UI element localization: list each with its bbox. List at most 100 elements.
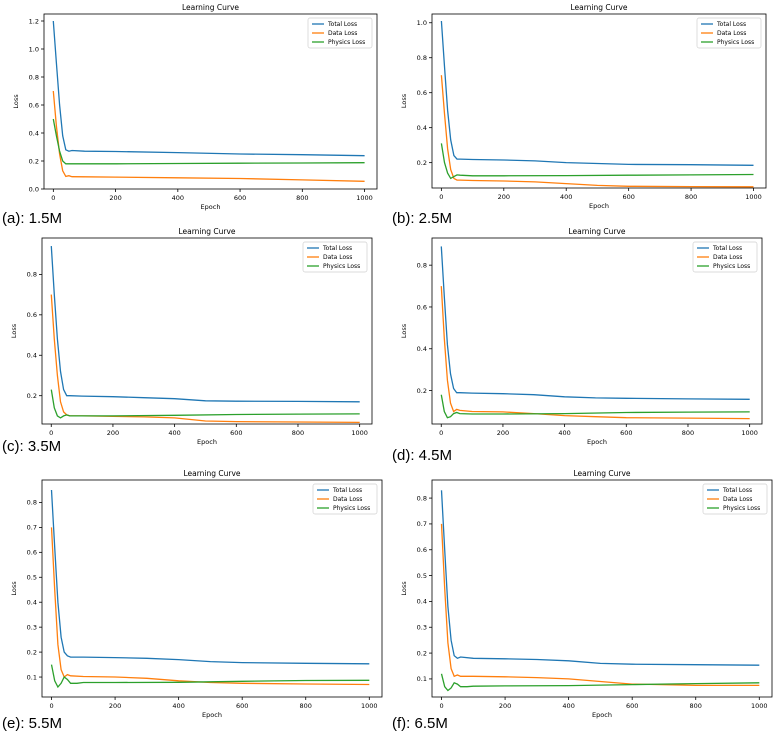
y-tick-label: 0.8 (417, 261, 427, 269)
series-line-physics-loss (50, 664, 370, 689)
x-tick-label: 800 (292, 429, 304, 437)
x-tick-label: 0 (439, 193, 443, 201)
series-line-total-loss (50, 489, 370, 665)
series-line-data-loss (440, 523, 760, 687)
series-line-physics-loss (440, 673, 760, 692)
series-line-total-loss (440, 246, 750, 400)
x-tick-label: 1000 (351, 429, 368, 437)
y-tick-label: 0.8 (27, 499, 37, 507)
x-tick-label: 200 (109, 702, 121, 710)
x-tick-label: 1000 (361, 702, 378, 710)
chart-panel-4: Learning Curve 0 200 400 600 800 1000 0.2 0.4 0.6… (392, 227, 775, 464)
chart-panel-6: Learning Curve 0 200 400 600 800 1000 0.1 0.2 0.3… (392, 462, 775, 736)
series-line-physics-loss (50, 389, 360, 419)
plot-frame (41, 237, 373, 425)
legend-label-total-loss: Total Loss (327, 21, 357, 28)
series-line-total-loss (50, 246, 360, 403)
chart-title: Learning Curve (568, 227, 625, 236)
x-tick-label: 0 (439, 702, 443, 710)
x-tick-label: 400 (168, 429, 180, 437)
legend-box (692, 241, 758, 273)
plot-frame (41, 479, 383, 698)
y-tick-label: 0.2 (417, 159, 427, 167)
legend-label-physics-loss: Physics Loss (323, 263, 360, 270)
y-tick-label: 0.2 (29, 157, 39, 165)
legend-box (307, 17, 373, 49)
x-tick-label: 200 (109, 194, 121, 202)
chart-panel-3: Learning Curve 0 200 400 600 800 1000 0.2 0.4 0.6… (2, 227, 380, 462)
y-tick-label: 0.0 (29, 185, 39, 193)
y-tick-label: 0.4 (27, 599, 37, 607)
legend-box (312, 483, 378, 515)
y-tick-label: 0.6 (417, 89, 427, 97)
chart-svg: Learning Curve 0 200 400 600 800 1000 0.2 0.4 0.6… (400, 3, 767, 210)
x-axis-label: Epoch (592, 711, 612, 719)
x-tick-label: 400 (562, 702, 574, 710)
series-line-physics-loss (440, 143, 754, 180)
x-tick-label: 400 (560, 193, 572, 201)
y-tick-label: 0.6 (29, 101, 39, 109)
y-tick-label: 0.7 (417, 520, 427, 528)
legend-label-data-loss: Data Loss (723, 496, 752, 503)
y-tick-label: 1.0 (29, 45, 39, 53)
chart-title: Learning Curve (183, 469, 240, 478)
legend-label-physics-loss: Physics Loss (723, 505, 760, 512)
x-tick-label: 600 (230, 429, 242, 437)
x-tick-label: 200 (498, 193, 510, 201)
panel-caption: (d): 4.5M (392, 447, 453, 464)
y-tick-label: 1.2 (29, 17, 39, 25)
x-tick-label: 600 (234, 194, 246, 202)
y-axis-label: Loss (12, 94, 20, 109)
x-tick-label: 800 (685, 193, 697, 201)
series-line-physics-loss (52, 118, 365, 165)
y-tick-label: 0.1 (417, 675, 427, 683)
series-line-data-loss (50, 294, 360, 424)
y-tick-label: 0.3 (27, 623, 37, 631)
chart-svg: Learning Curve 0 200 400 600 800 1000 0.2 0.4 0.6… (10, 227, 373, 446)
legend-label-data-loss: Data Loss (328, 30, 357, 37)
y-tick-label: 0.7 (27, 524, 37, 532)
chart-title: Learning Curve (182, 3, 239, 12)
legend: Total Loss Data Loss Physics Loss (307, 17, 373, 49)
y-tick-label: 1.0 (417, 19, 427, 27)
y-tick-label: 0.6 (417, 303, 427, 311)
legend-label-total-loss: Total Loss (716, 21, 746, 28)
series-line-data-loss (440, 75, 754, 188)
x-axis-label: Epoch (589, 202, 609, 210)
y-tick-label: 0.4 (29, 129, 39, 137)
series-line-physics-loss (440, 394, 750, 419)
x-tick-label: 200 (499, 702, 511, 710)
y-tick-label: 0.4 (417, 345, 427, 353)
x-tick-label: 1000 (741, 429, 758, 437)
y-tick-label: 0.8 (27, 271, 37, 279)
plot-frame (431, 13, 767, 189)
y-tick-label: 0.2 (417, 387, 427, 395)
legend-label-data-loss: Data Loss (717, 30, 746, 37)
y-tick-label: 0.2 (27, 648, 37, 656)
x-tick-label: 1000 (745, 193, 762, 201)
panel-caption: (a): 1.5M (2, 210, 63, 227)
series-line-data-loss (50, 527, 370, 686)
y-tick-label: 0.2 (27, 392, 37, 400)
y-axis-label: Loss (400, 93, 408, 108)
y-axis-label: Loss (10, 323, 18, 338)
chart-svg: Learning Curve 0 200 400 600 800 1000 0.1 0.2 0.3… (10, 469, 383, 719)
x-tick-label: 400 (558, 429, 570, 437)
y-axis-label: Loss (400, 581, 408, 596)
y-tick-label: 0.6 (417, 546, 427, 554)
chart-svg: Learning Curve 0 200 400 600 800 1000 0.1 0.2 0.3… (400, 469, 773, 719)
y-tick-label: 0.1 (27, 673, 37, 681)
y-tick-label: 0.8 (417, 54, 427, 62)
y-tick-label: 0.6 (27, 311, 37, 319)
legend: Total Loss Data Loss Physics Loss (702, 483, 768, 515)
chart-panel-1: Learning Curve 0 200 400 600 800 1000 0.0 0.2 0.4… (2, 0, 380, 232)
legend: Total Loss Data Loss Physics Loss (312, 483, 378, 515)
panel-caption: (c): 3.5M (2, 438, 62, 455)
x-tick-label: 400 (172, 194, 184, 202)
y-tick-label: 0.5 (27, 574, 37, 582)
legend-label-data-loss: Data Loss (713, 254, 742, 261)
x-tick-label: 800 (682, 429, 694, 437)
panel-caption: (f): 6.5M (392, 715, 448, 732)
x-tick-label: 0 (51, 194, 55, 202)
x-axis-label: Epoch (202, 711, 222, 719)
